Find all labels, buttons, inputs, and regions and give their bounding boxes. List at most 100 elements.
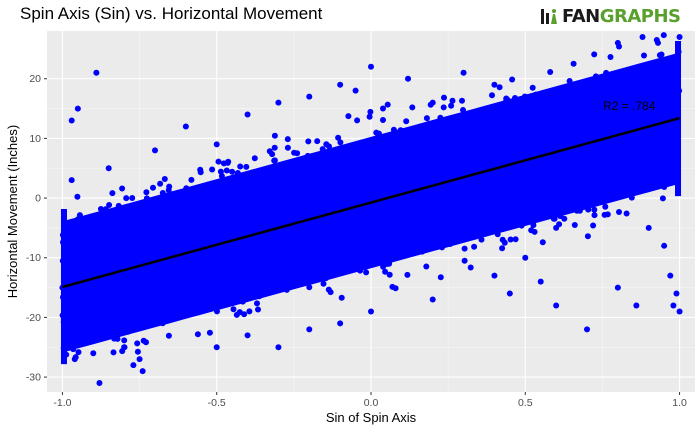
scatter-point-cloud bbox=[367, 108, 374, 115]
scatter-point-cloud bbox=[165, 332, 172, 339]
scatter-point bbox=[71, 356, 78, 363]
scatter-point-cloud bbox=[75, 349, 82, 356]
scatter-point bbox=[136, 356, 143, 363]
scatter-point-cloud bbox=[461, 245, 468, 252]
scatter-point bbox=[352, 87, 359, 94]
scatter-point-cloud bbox=[496, 84, 503, 91]
scatter-point bbox=[337, 320, 344, 327]
scatter-point-cloud bbox=[229, 168, 236, 175]
scatter-point bbox=[429, 99, 436, 106]
x-tick-label: -1.0 bbox=[53, 397, 71, 409]
x-tick-label: 0.5 bbox=[518, 397, 533, 409]
scatter-point-cloud bbox=[119, 185, 126, 192]
scatter-point-cloud bbox=[507, 236, 514, 243]
scatter-point bbox=[553, 302, 560, 309]
scatter-point bbox=[673, 290, 680, 297]
scatter-point-cloud bbox=[386, 271, 393, 278]
scatter-point-cloud bbox=[499, 245, 506, 252]
scatter-point-cloud bbox=[197, 169, 204, 176]
scatter-point-cloud bbox=[623, 210, 630, 217]
x-tick-label: 1.0 bbox=[672, 397, 687, 409]
scatter-point-cloud bbox=[284, 136, 291, 143]
scatter-point bbox=[68, 117, 75, 124]
scatter-point-cloud bbox=[489, 92, 495, 99]
scatter-point-cloud bbox=[641, 52, 647, 59]
x-axis-label: Sin of Spin Axis bbox=[326, 410, 417, 425]
scatter-point-cloud bbox=[121, 337, 128, 344]
scatter-point-cloud bbox=[241, 311, 248, 318]
scatter-point-cloud bbox=[604, 211, 611, 218]
scatter-point-cloud bbox=[403, 118, 410, 125]
scatter-point-cloud bbox=[140, 337, 147, 344]
y-tick-label: 20 bbox=[29, 73, 41, 85]
scatter-point-cloud bbox=[528, 227, 535, 234]
scatter-point-cloud bbox=[591, 212, 598, 219]
scatter-point-cloud bbox=[561, 215, 568, 222]
scatter-point-cloud bbox=[271, 132, 278, 139]
scatter-point-cloud bbox=[423, 263, 430, 270]
fangraphs-batter-icon bbox=[540, 6, 560, 26]
scatter-point-cloud bbox=[459, 97, 465, 104]
scatter-point-cloud bbox=[243, 163, 250, 170]
scatter-point-cloud bbox=[437, 274, 444, 281]
scatter-point bbox=[654, 39, 661, 46]
scatter-point bbox=[633, 302, 640, 309]
scatter-point bbox=[306, 93, 313, 100]
scatter-point bbox=[661, 242, 668, 249]
scatter-point bbox=[491, 81, 498, 88]
scatter-point-cloud bbox=[157, 180, 164, 187]
scatter-point-cloud bbox=[338, 294, 345, 301]
scatter-point-cloud bbox=[306, 284, 313, 291]
scatter-points bbox=[59, 33, 683, 387]
scatter-point-cloud bbox=[129, 195, 136, 201]
scatter-point bbox=[614, 284, 621, 291]
scatter-point-cloud bbox=[584, 233, 591, 240]
scatter-point-cloud bbox=[237, 163, 244, 170]
scatter-point bbox=[676, 308, 683, 315]
y-tick-label: -20 bbox=[26, 312, 41, 324]
scatter-point-cloud bbox=[423, 115, 430, 122]
scatter-point-cloud bbox=[271, 157, 278, 164]
scatter-point-cloud bbox=[404, 271, 411, 278]
scatter-point-cloud bbox=[471, 243, 478, 250]
scatter-point-cloud bbox=[188, 176, 195, 183]
scatter-point-cloud bbox=[246, 308, 253, 315]
scatter-point-cloud bbox=[223, 167, 230, 174]
y-tick-label: -30 bbox=[26, 372, 41, 384]
fangraphs-logo: FAN GRAPHS bbox=[540, 6, 681, 27]
scatter-point-cloud bbox=[354, 117, 361, 124]
scatter-point-cloud bbox=[591, 206, 598, 213]
scatter-point-cloud bbox=[320, 280, 327, 287]
scatter-point bbox=[405, 75, 412, 82]
scatter-point-cloud bbox=[366, 113, 373, 120]
scatter-point-cloud bbox=[206, 329, 213, 336]
scatter-point-cloud bbox=[326, 143, 332, 150]
scatter-point-cloud bbox=[659, 195, 666, 202]
scatter-point bbox=[537, 278, 544, 285]
scatter-point bbox=[368, 308, 374, 315]
x-axis-ticks: -1.0 -0.5 0.0 0.5 1.0 bbox=[53, 392, 687, 409]
scatter-point bbox=[96, 380, 103, 387]
scatter-point-cloud bbox=[194, 331, 201, 338]
scatter-point bbox=[68, 177, 75, 184]
scatter-point-cloud bbox=[440, 104, 447, 111]
scatter-point-cloud bbox=[255, 306, 261, 313]
scatter-point-cloud bbox=[660, 32, 667, 39]
scatter-point bbox=[244, 111, 251, 118]
scatter-point bbox=[553, 224, 560, 231]
y-tick-label: -10 bbox=[26, 252, 41, 264]
scatter-point bbox=[74, 105, 81, 112]
y-axis-label: Horizontal Movement (Inches) bbox=[5, 125, 20, 298]
scatter-point-cloud bbox=[448, 102, 455, 109]
scatter-point bbox=[645, 224, 652, 231]
scatter-point-cloud bbox=[134, 340, 141, 347]
scatter-point-cloud bbox=[325, 286, 332, 293]
scatter-point-cloud bbox=[337, 139, 344, 146]
scatter-point bbox=[368, 63, 374, 70]
scatter-point-cloud bbox=[384, 101, 391, 108]
scatter-point-cloud bbox=[233, 311, 240, 318]
x-tick-label: 0.0 bbox=[364, 397, 379, 409]
scatter-point-cloud bbox=[607, 54, 614, 60]
scatter-point-cloud bbox=[110, 349, 117, 356]
